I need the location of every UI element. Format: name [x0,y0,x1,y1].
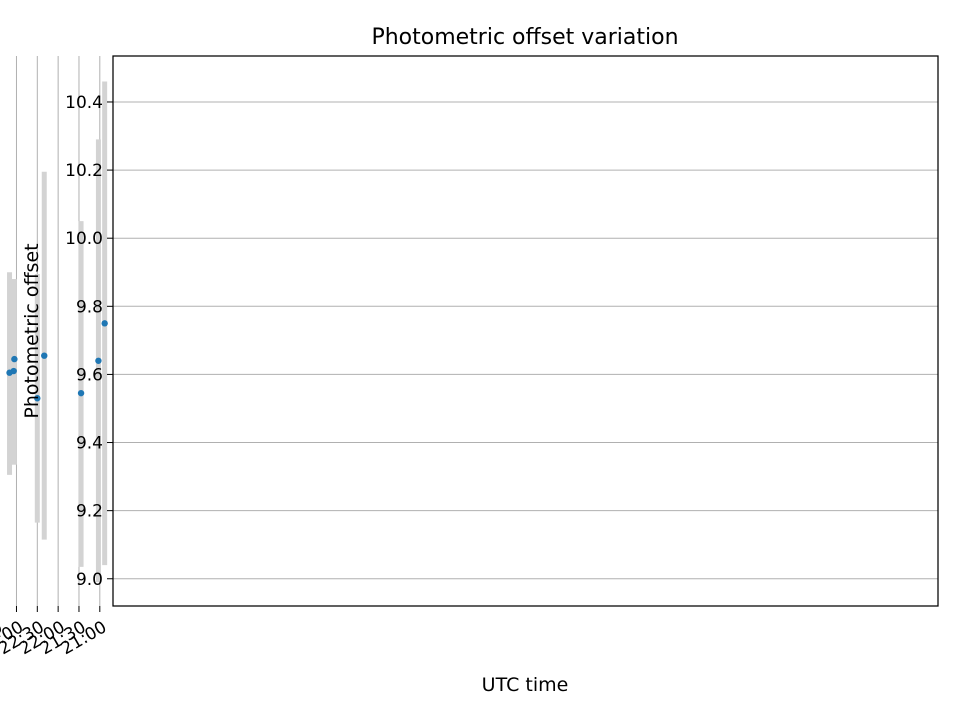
data-points [6,320,108,402]
y-tick-label: 9.4 [76,434,103,454]
data-point [95,357,102,364]
y-tick-label: 10.0 [65,229,103,249]
data-point [101,320,108,327]
y-tick-label: 10.4 [65,93,103,113]
y-tick-label: 9.2 [76,502,103,522]
chart-title: Photometric offset variation [371,25,678,50]
data-point [34,395,41,402]
y-tick-label: 9.0 [76,570,103,590]
data-point [41,352,48,359]
y-axis-label: Photometric offset [21,243,43,418]
x-axis-label: UTC time [482,674,569,696]
plot-frame [112,55,939,607]
data-point [6,369,13,376]
y-tick-label: 9.8 [76,297,103,317]
data-point [77,389,85,397]
y-axis-ticks: 9.0 9.2 9.4 9.6 9.8 10.0 10.2 10.4 [65,93,113,590]
y-tick-label: 10.2 [65,161,103,181]
y-tick-label: 9.6 [76,365,103,385]
data-point [11,355,18,363]
